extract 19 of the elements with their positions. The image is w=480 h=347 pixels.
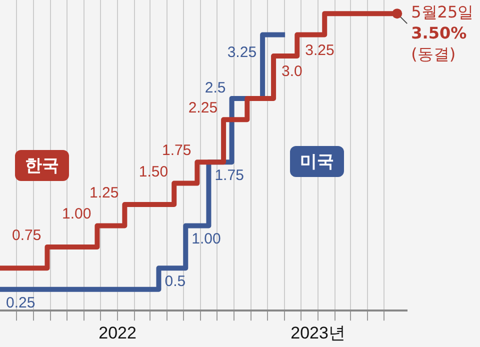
data-label: 1.00 [62,206,92,223]
data-label: 0.5 [164,273,186,290]
data-label: 3.0 [282,63,302,80]
data-label: 3.25 [305,42,334,59]
text: 미국 [290,146,344,177]
data-label: 2.5 [204,79,226,96]
data-label: 1.00 [192,230,221,248]
data-label: 2.25 [188,100,218,117]
data-label: 1.50 [138,163,168,180]
data-label: 3.25 [227,44,257,61]
data-label: 1.25 [89,184,119,202]
x-tick-label: 2022 [98,323,136,342]
annotation: 5월25일 3.50% (동결) [411,2,474,64]
text: 한국 [15,150,69,181]
data-label: 0.75 [12,226,42,244]
data-label: 0.25 [6,294,36,312]
data-label: 1.75 [162,142,192,160]
data-label: 1.75 [214,167,244,184]
x-tick-label: 2023년 [290,323,346,342]
